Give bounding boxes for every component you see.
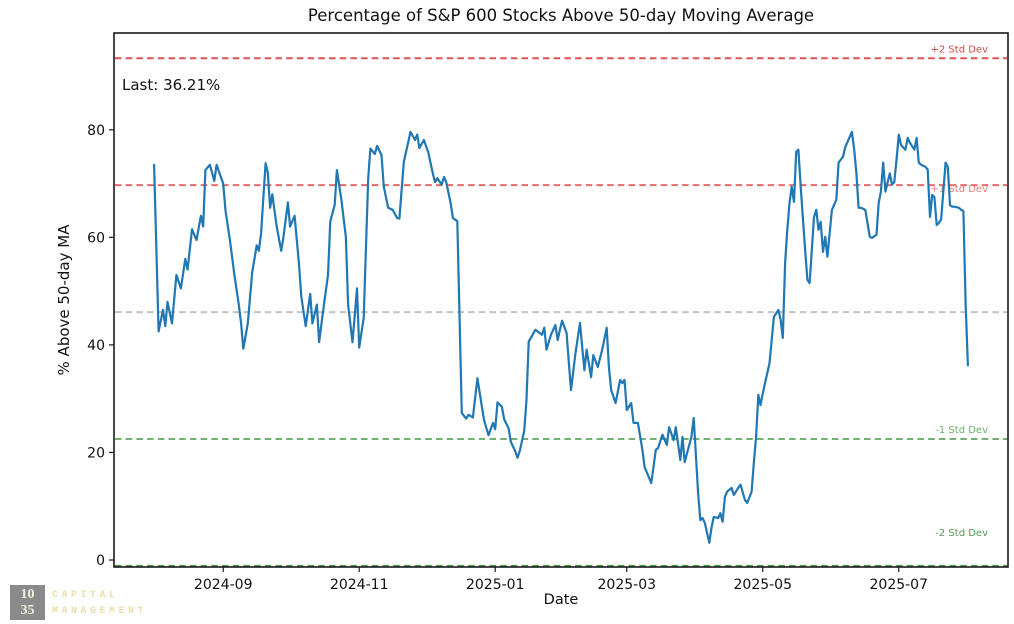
y-tick-label: 80 — [87, 123, 105, 139]
y-tick-label: 20 — [87, 445, 105, 461]
plot-area-spines — [113, 32, 1009, 568]
x-tick-label: 2024-11 — [330, 577, 389, 593]
last-value-annotation: Last: 36.21% — [122, 76, 221, 94]
logo-number-top: 10 — [20, 587, 35, 602]
logo-box: 10 35 — [10, 585, 45, 620]
logo-word-line2: MANAGEMENT — [52, 606, 148, 617]
logo-word-line1: CAPITAL — [52, 590, 119, 601]
ref-line-label-minus1: -1 Std Dev — [935, 425, 988, 436]
logo-wordmark: CAPITAL MANAGEMENT — [52, 585, 147, 620]
x-axis-label: Date — [543, 592, 579, 608]
ref-line-label-plus2: +2 Std Dev — [931, 44, 989, 55]
x-tick-label: 2025-01 — [466, 577, 525, 593]
y-tick-label: 0 — [96, 553, 105, 569]
y-tick-label: 40 — [87, 338, 105, 354]
logo-number-bottom: 35 — [20, 603, 35, 618]
company-logo: 10 35 CAPITAL MANAGEMENT — [10, 585, 147, 620]
x-tick-label: 2024-09 — [194, 577, 253, 593]
y-tick-label: 60 — [87, 230, 105, 246]
ref-line-label-plus1: +1 Std Dev — [931, 184, 989, 195]
chart-title: Percentage of S&P 600 Stocks Above 50-da… — [307, 6, 815, 25]
x-tick-label: 2025-03 — [598, 577, 657, 593]
ref-line-label-minus2: -2 Std Dev — [935, 528, 988, 539]
x-tick-label: 2025-05 — [734, 577, 793, 593]
data-line — [153, 130, 970, 544]
y-axis-label: % Above 50-day MA — [55, 224, 73, 376]
x-tick-label: 2025-07 — [870, 577, 929, 593]
